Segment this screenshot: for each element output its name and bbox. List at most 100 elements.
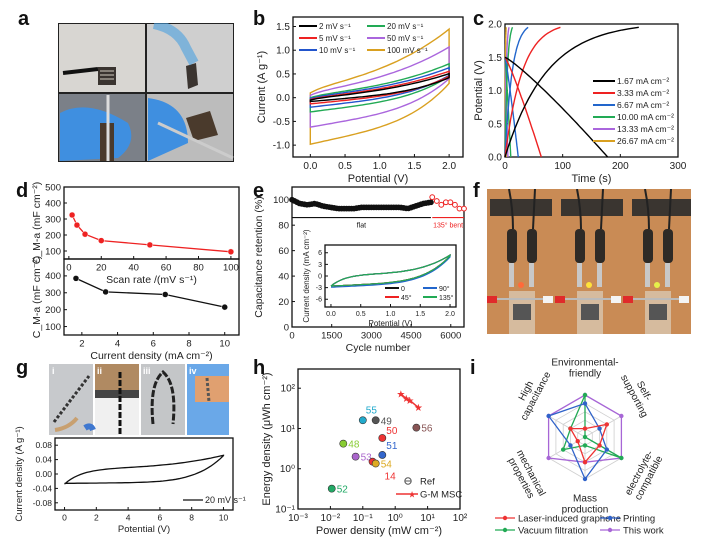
x-tick-label: 10⁻² xyxy=(321,513,341,524)
y-tick-label: -0.04 xyxy=(33,483,53,493)
y-tick-label: 3 xyxy=(318,262,322,269)
photo-g-label-iii: iii xyxy=(143,366,151,376)
ref-label: 54 xyxy=(381,459,393,470)
radar-marker xyxy=(582,476,588,482)
y-tick-label: 0 xyxy=(284,322,289,333)
x-axis-label: Potential (V) xyxy=(368,319,412,328)
radar-marker xyxy=(582,443,588,448)
x-tick-label: 6 xyxy=(158,513,163,523)
panel-label-f: f xyxy=(473,180,480,202)
x-tick-label: 0 xyxy=(289,331,294,342)
legend-marker xyxy=(502,527,508,533)
y-tick-label: 100 xyxy=(45,246,61,257)
radar-marker xyxy=(582,392,588,398)
inset-legend-label: 0 xyxy=(401,286,405,293)
y-tick-label: 400 xyxy=(45,271,61,282)
retention-point xyxy=(429,194,436,201)
x-tick-label: 2.0 xyxy=(442,161,456,172)
radar-marker xyxy=(582,426,588,431)
x-tick-label: 4 xyxy=(115,339,120,350)
y-axis-label: Current (A g⁻¹) xyxy=(256,51,268,123)
photo-g-label-ii: ii xyxy=(97,366,102,376)
y-tick-label: 1.5 xyxy=(488,53,502,64)
plot-frame xyxy=(291,186,465,328)
x-tick-label: 0 xyxy=(62,513,67,523)
gm-msc-star: ★ xyxy=(405,396,414,407)
wire xyxy=(600,189,604,230)
plot-frame xyxy=(297,368,461,510)
y-tick-label: 10⁻¹ xyxy=(275,505,295,516)
retention-point xyxy=(447,199,454,206)
scan-rate-point xyxy=(227,248,235,256)
x-tick-label: 40 xyxy=(128,263,139,274)
legend-label: 50 mV s⁻¹ xyxy=(387,34,424,43)
legend-label: 100 mV s⁻¹ xyxy=(387,46,428,55)
x-tick-label: 6000 xyxy=(440,331,461,342)
legend-label: Printing xyxy=(623,514,655,525)
y-tick-label: 400 xyxy=(45,198,61,209)
ref-label: 14 xyxy=(385,472,397,483)
x-tick-label: 1.0 xyxy=(386,311,396,318)
legend-gm-star: ★ xyxy=(408,490,416,500)
panel-label-e: e xyxy=(253,180,265,202)
wire xyxy=(508,189,514,230)
white-clip xyxy=(611,296,621,303)
led-light xyxy=(586,282,592,288)
y-tick-label: 10⁰ xyxy=(280,464,295,475)
x-tick-label: 0 xyxy=(502,161,508,172)
radar-marker xyxy=(597,443,602,448)
x-tick-label: 1.5 xyxy=(415,311,425,318)
scan-rate-point xyxy=(98,237,105,244)
led-light xyxy=(654,282,660,288)
black-tape xyxy=(561,199,623,216)
photo-panel-a xyxy=(58,23,234,162)
y-axis-label: Current density (A g⁻¹) xyxy=(14,426,25,521)
condition-label: 135° bent xyxy=(433,222,463,230)
axis-label-line: production xyxy=(562,505,609,516)
cv-loop-20mVs xyxy=(64,454,225,485)
alligator-clip xyxy=(643,229,653,263)
radar-marker xyxy=(568,443,573,448)
legend-label: 3.33 mA cm⁻² xyxy=(617,88,669,98)
x-tick-label: 10² xyxy=(453,513,468,524)
chart-d-capacitance: 0 20 40 60 80 100 Scan rate /(mV s⁻¹) 100 200 300… xyxy=(31,182,240,362)
red-clip xyxy=(555,296,565,303)
y-axis-label: Current density (mA cm⁻²) xyxy=(302,229,311,322)
radar-axis-label-1: Self-supporting xyxy=(618,373,653,419)
radar-axis-label-2: electrolyte-compatible xyxy=(623,449,665,502)
legend-label: 10 mV s⁻¹ xyxy=(319,46,356,55)
y-tick-label: 80 xyxy=(278,221,289,232)
radar-marker xyxy=(560,447,566,452)
cv-loop-2mVs xyxy=(309,72,450,103)
x-tick-label: 2 xyxy=(94,513,99,523)
alligator-clip xyxy=(575,229,585,263)
legend-label: 10.00 mA cm⁻² xyxy=(617,112,674,122)
y-tick-label: 200 xyxy=(45,230,61,241)
inset-cv-loop xyxy=(330,254,451,287)
ref-point-48 xyxy=(339,439,348,448)
x-tick-label: 4 xyxy=(126,513,131,523)
y-tick-label: 1.0 xyxy=(488,86,502,97)
x-tick-label: 100 xyxy=(554,161,571,172)
charge-curve xyxy=(504,27,514,158)
x-tick-label: 10⁰ xyxy=(388,513,403,524)
current-density-point xyxy=(72,275,80,282)
y-tick-label: 1.0 xyxy=(276,46,290,57)
x-axis-label: Cycle number xyxy=(346,342,411,354)
y-tick-label: 0 xyxy=(318,273,322,280)
gm-msc-line xyxy=(400,393,419,409)
y-tick-label: 6 xyxy=(318,250,322,257)
x-tick-label: 2 xyxy=(79,339,84,350)
legend-label: Ref xyxy=(420,477,435,488)
led-light xyxy=(518,282,524,288)
charge-curve xyxy=(504,26,529,158)
ref-label: 52 xyxy=(337,485,349,496)
inset-legend-label: 45° xyxy=(401,294,412,302)
radar-spoke xyxy=(584,415,622,438)
axis-label-line: Mass xyxy=(573,494,597,505)
x-tick-label: 10⁻³ xyxy=(288,513,308,524)
radar-axis-label-0: Environmental-friendly xyxy=(551,358,618,380)
legend-label: 6.67 mA cm⁻² xyxy=(617,100,669,110)
cv-loop-100mVs xyxy=(309,27,450,146)
